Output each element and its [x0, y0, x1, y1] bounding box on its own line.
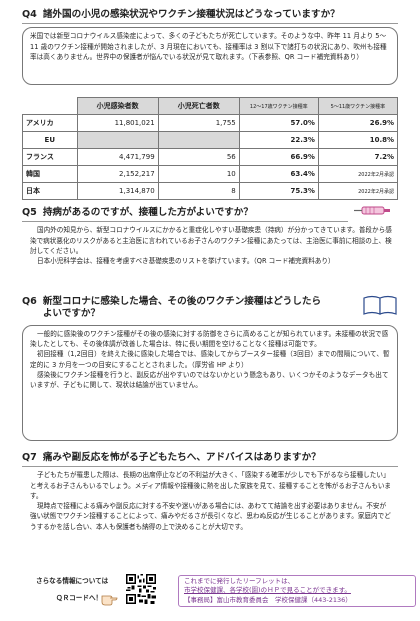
header-vacc-5-11: 5～11歳ワクチン接種率 [317, 97, 399, 115]
q6-paragraph: 感染後にワクチン接種を行うと、副反応が出やすいのではないかという懸念もあり、いく… [30, 370, 389, 390]
cell-deaths: 10 [157, 165, 240, 183]
q4-title: 諸外国の小児の感染状況やワクチン接種状況はどうなっていますか？ [42, 9, 340, 20]
cell-deaths: 8 [157, 182, 240, 200]
cell-deaths [157, 131, 240, 149]
q5-title: 持病があるのですが、接種した方がよいですか？ [42, 207, 253, 218]
q6-paragraph: 初回接種（1,2回目）を終えた後に感染した場合では、感染してからブースター接種（… [30, 350, 390, 369]
q7-underline [22, 466, 398, 468]
section-q5: Q5 持病があるのですが、接種した方がよいですか？ 国内外の知見から、新型コロナ… [22, 207, 398, 266]
section-q4: Q4 諸外国の小児の感染状況やワクチン接種状況はどうなっていますか？ 米国では新… [22, 9, 398, 86]
cell-vacc-12-17: 22.3% [238, 131, 319, 149]
section-q6: Q6 新型コロナに感染した場合、その後のワクチン接種はどうしたら よいですか？ … [22, 296, 398, 441]
cell-country: フランス [22, 148, 78, 166]
q7-paragraph: 現時点で接種による痛みや副反応に対する不安や迷いがある場合には、あわてて結論を出… [30, 502, 391, 531]
cell-country: 日本 [22, 182, 78, 200]
footer-notice: これまでに発行したリーフレットは、 市学校保健課、各学校(園)のＨＰで見ることが… [178, 575, 416, 607]
cell-vacc-5-11: 2022年2月承認 [317, 182, 399, 200]
q4-underline [22, 23, 398, 25]
cell-vacc-5-11: 7.2% [317, 148, 399, 166]
cell-country: 韓国 [22, 165, 78, 183]
cell-vacc-12-17: 66.9% [238, 148, 319, 166]
q5-paragraph: 国内外の知見から、新型コロナウイルスにかかると重症化しやすい基礎疾患（持病）が分… [30, 226, 392, 255]
cell-deaths: 1,755 [157, 114, 240, 132]
cell-country: EU [22, 131, 78, 149]
footer-notice-line1: これまでに発行したリーフレットは、 [184, 577, 295, 585]
open-book-icon [363, 295, 397, 315]
table-row: EU 22.3% 10.8% [22, 131, 399, 149]
cell-vacc-5-11: 2022年2月承認 [317, 165, 399, 183]
cell-cases: 4,471,799 [76, 148, 159, 166]
table-row: 韓国 2,152,217 10 63.4% 2022年2月承認 [22, 165, 399, 183]
q4-number: Q4 [22, 9, 37, 20]
footer-info: さらなる情報については ＱＲコードへ！ [36, 573, 108, 607]
cell-vacc-5-11: 10.8% [317, 131, 399, 149]
q6-title-line1: 新型コロナに感染した場合、その後のワクチン接種はどうしたら [42, 296, 322, 307]
qr-code-icon[interactable] [126, 574, 156, 604]
q5-paragraph: 日本小児科学会は、接種を考慮すべき基礎疾患のリストを挙げています。（QR コード… [37, 257, 335, 266]
q6-title-line2: よいですか？ [42, 308, 101, 320]
cell-cases: 1,314,870 [76, 182, 159, 200]
q4-text: 米国では新型コロナウイルス感染症によって、多くの子どもたちが死亡しています。その… [30, 32, 387, 61]
q6-paragraph: 一般的に感染後のワクチン接種がその後の感染に対する防御をさらに高めることが知られ… [30, 329, 389, 349]
q6-textbox: 一般的に感染後のワクチン接種がその後の感染に対する防御をさらに高めることが知られ… [22, 324, 398, 441]
stats-table: 小児感染者数 小児死亡者数 12～17歳ワクチン接種率 5～11歳ワクチン接種率… [22, 97, 399, 200]
q6-title: 新型コロナに感染した場合、その後のワクチン接種はどうしたら よいですか？ [43, 296, 398, 321]
cell-cases: 11,801,021 [76, 114, 159, 132]
q7-body: 子どもたちが罹患した際は、長期の出席停止などの不利益が大きく、「感染する確率が少… [22, 470, 398, 531]
table-corner [22, 97, 78, 115]
cell-vacc-5-11: 26.9% [317, 114, 399, 132]
syringe-icon [354, 206, 390, 215]
q6-number: Q6 [22, 296, 37, 307]
table-row: 日本 1,314,870 8 75.3% 2022年2月承認 [22, 182, 399, 200]
footer-notice-line2[interactable]: 市学校保健課、各学校(園)のＨＰで見ることができます。 [184, 586, 351, 595]
q5-body: 国内外の知見から、新型コロナウイルスにかかると重症化しやすい基礎疾患（持病）が分… [22, 225, 398, 266]
q5-underline [22, 221, 348, 223]
cell-vacc-12-17: 57.0% [238, 114, 319, 132]
q6-heading: Q6 新型コロナに感染した場合、その後のワクチン接種はどうしたら よいですか？ [22, 296, 398, 321]
q5-heading: Q5 持病があるのですが、接種した方がよいですか？ [22, 207, 398, 219]
table-row: アメリカ 11,801,021 1,755 57.0% 26.9% [22, 114, 399, 132]
cell-country: アメリカ [22, 114, 78, 132]
cell-deaths: 56 [157, 148, 240, 166]
cell-vacc-12-17: 63.4% [238, 165, 319, 183]
q4-textbox: 米国では新型コロナウイルス感染症によって、多くの子どもたちが死亡しています。その… [22, 27, 398, 86]
header-vacc-12-17: 12～17歳ワクチン接種率 [238, 97, 319, 115]
section-q7: Q7 痛みや副反応を怖がる子どもたちへ、アドバイスはありますか？ 子どもたちが罹… [22, 452, 398, 532]
header-cases: 小児感染者数 [76, 97, 159, 115]
q7-title: 痛みや副反応を怖がる子どもたちへ、アドバイスはありますか？ [42, 452, 321, 463]
cell-cases [76, 131, 159, 149]
table-row: フランス 4,471,799 56 66.9% 7.2% [22, 148, 399, 166]
cell-cases: 2,152,217 [76, 165, 159, 183]
q5-number: Q5 [22, 207, 37, 218]
footer-more-info: さらなる情報については [36, 577, 109, 585]
footer-notice-line3: 【事務局】富山市教育委員会 学校保健課（443-2136） [184, 595, 352, 604]
table-header-row: 小児感染者数 小児死亡者数 12～17歳ワクチン接種率 5～11歳ワクチン接種率 [22, 97, 399, 115]
q7-paragraph: 子どもたちが罹患した際は、長期の出席停止などの不利益が大きく、「感染する確率が少… [30, 471, 392, 500]
q7-heading: Q7 痛みや副反応を怖がる子どもたちへ、アドバイスはありますか？ [22, 452, 398, 464]
pointing-hand-icon [101, 595, 118, 606]
footer-to-qr: ＱＲコードへ！ [56, 594, 103, 603]
q4-heading: Q4 諸外国の小児の感染状況やワクチン接種状況はどうなっていますか？ [22, 9, 398, 21]
q7-number: Q7 [22, 452, 37, 463]
cell-vacc-12-17: 75.3% [238, 182, 319, 200]
header-deaths: 小児死亡者数 [157, 97, 240, 115]
